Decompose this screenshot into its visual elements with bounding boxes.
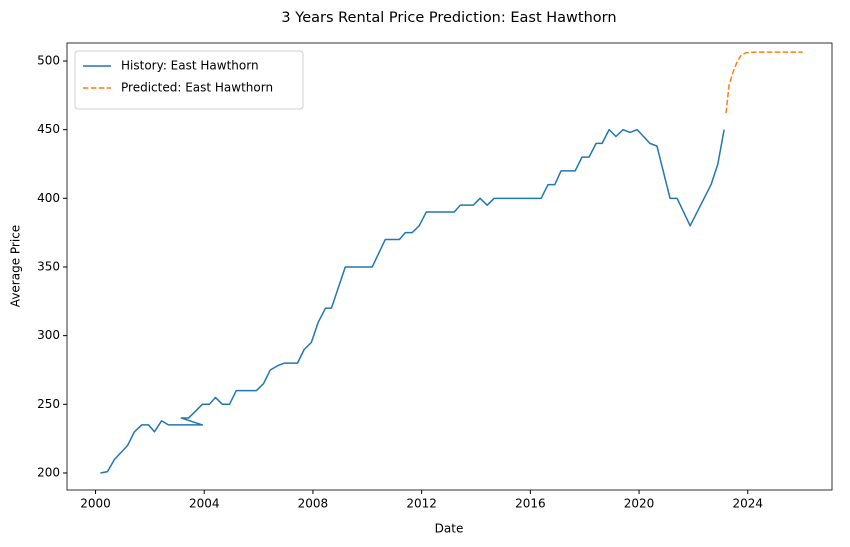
y-tick-label: 350	[37, 259, 60, 273]
x-tick-label: 2024	[732, 497, 763, 511]
y-axis-label: Average Price	[9, 225, 23, 307]
y-tick-label: 250	[37, 397, 60, 411]
legend-box	[74, 50, 304, 110]
y-tick-label: 400	[37, 191, 60, 205]
chart-title: 3 Years Rental Price Prediction: East Ha…	[281, 10, 616, 26]
x-axis-label: Date	[435, 522, 464, 536]
x-tick-label: 2020	[624, 497, 655, 511]
x-tick-label: 2008	[298, 497, 329, 511]
legend-label: History: East Hawthorn	[121, 59, 259, 73]
y-tick-label: 450	[37, 122, 60, 136]
x-tick-label: 2016	[515, 497, 546, 511]
y-tick-label: 300	[37, 328, 60, 342]
x-tick-label: 2012	[406, 497, 437, 511]
line-series	[725, 51, 803, 114]
line-series	[100, 128, 725, 474]
x-tick-label: 2004	[189, 497, 220, 511]
y-tick-label: 200	[37, 465, 60, 479]
legend-label: Predicted: East Hawthorn	[121, 81, 273, 95]
x-tick-label: 2000	[80, 497, 111, 511]
y-tick-label: 500	[37, 53, 60, 67]
plot-frame	[66, 42, 833, 491]
